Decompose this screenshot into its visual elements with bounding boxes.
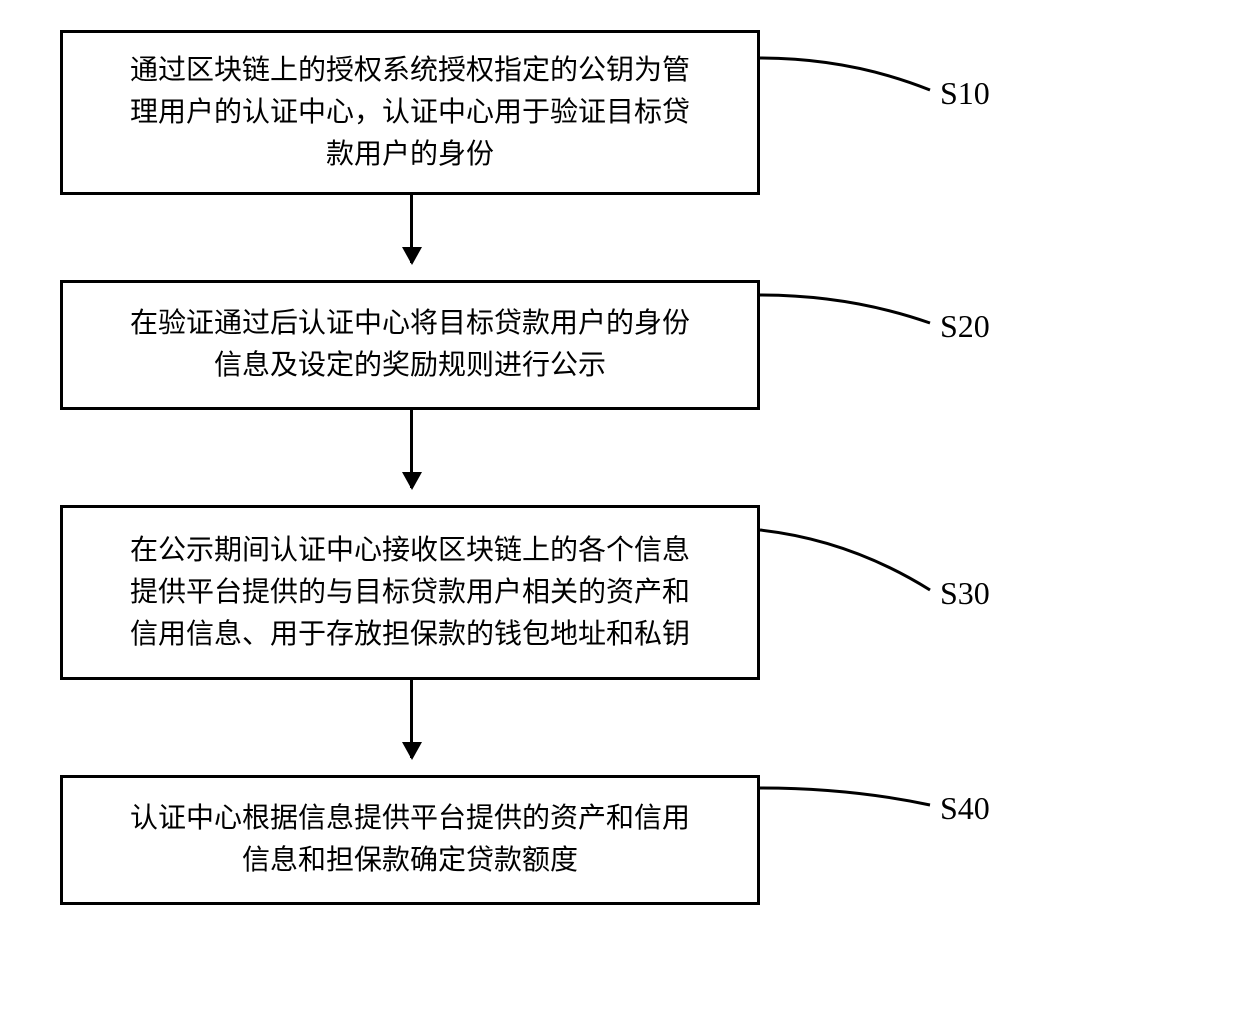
- connector-s30: [760, 530, 940, 595]
- node-text: 认证中心根据信息提供平台提供的资产和信用信息和担保款确定贷款额度: [130, 798, 690, 882]
- step-label-s10: S10: [940, 75, 990, 112]
- flowchart-arrow-2: [410, 410, 413, 488]
- flowchart-arrow-1: [410, 195, 413, 263]
- flowchart-node-s20: 在验证通过后认证中心将目标贷款用户的身份信息及设定的奖励规则进行公示: [60, 280, 760, 410]
- flowchart-node-s40: 认证中心根据信息提供平台提供的资产和信用信息和担保款确定贷款额度: [60, 775, 760, 905]
- step-label-s20: S20: [940, 308, 990, 345]
- node-text: 在验证通过后认证中心将目标贷款用户的身份信息及设定的奖励规则进行公示: [130, 303, 690, 387]
- step-label-s40: S40: [940, 790, 990, 827]
- connector-s10: [760, 58, 940, 98]
- node-text: 在公示期间认证中心接收区块链上的各个信息提供平台提供的与目标贷款用户相关的资产和…: [130, 530, 690, 656]
- connector-s40: [760, 788, 940, 813]
- flowchart-node-s10: 通过区块链上的授权系统授权指定的公钥为管理用户的认证中心，认证中心用于验证目标贷…: [60, 30, 760, 195]
- node-text: 通过区块链上的授权系统授权指定的公钥为管理用户的认证中心，认证中心用于验证目标贷…: [130, 50, 690, 176]
- flowchart-node-s30: 在公示期间认证中心接收区块链上的各个信息提供平台提供的与目标贷款用户相关的资产和…: [60, 505, 760, 680]
- step-label-s30: S30: [940, 575, 990, 612]
- flowchart-arrow-3: [410, 680, 413, 758]
- connector-s20: [760, 295, 940, 330]
